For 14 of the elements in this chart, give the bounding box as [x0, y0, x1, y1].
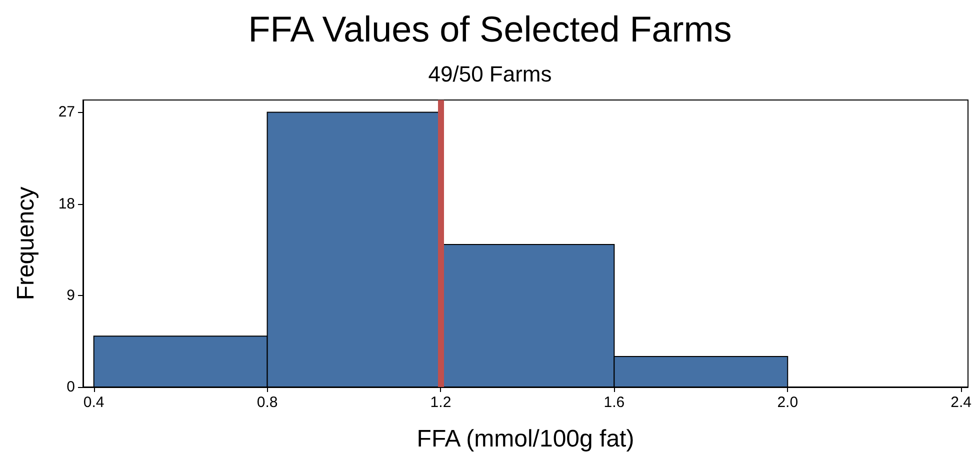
y-tick-label: 27 — [58, 104, 75, 121]
y-tick-label: 0 — [66, 378, 75, 396]
x-tick-label: 1.2 — [430, 394, 452, 411]
x-tick-label: 0.4 — [83, 394, 104, 411]
x-tick-label: 2.4 — [950, 394, 972, 411]
chart-subtitle: 49/50 Farms — [428, 62, 552, 86]
y-tick-label: 18 — [58, 195, 75, 212]
x-axis-title: FFA (mmol/100g fat) — [416, 426, 634, 452]
x-tick-label: 1.6 — [604, 394, 625, 411]
x-tick-label: 2.0 — [777, 394, 798, 411]
y-axis-title: Frequency — [12, 186, 40, 300]
x-tick-label: 0.8 — [256, 394, 278, 411]
y-tick-label: 9 — [66, 286, 75, 304]
chart-title: FFA Values of Selected Farms — [248, 8, 732, 50]
